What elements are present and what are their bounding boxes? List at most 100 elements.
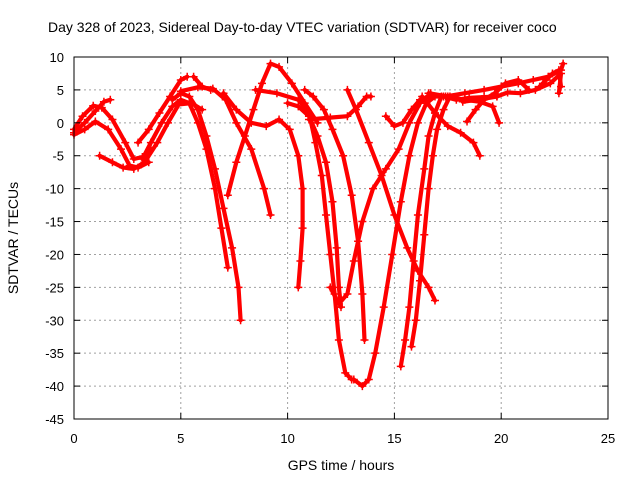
data-point [176, 76, 185, 85]
data-point [364, 375, 373, 384]
y-tick-label: -15 [45, 215, 64, 230]
y-tick-label: -30 [45, 313, 64, 328]
data-point [332, 243, 341, 252]
data-point [501, 79, 510, 88]
data-point [300, 85, 309, 94]
y-tick-label: -20 [45, 247, 64, 262]
series-arc-27 [535, 66, 566, 91]
data-point [260, 184, 269, 193]
data-point [189, 72, 198, 81]
data-point [480, 85, 489, 94]
data-point [89, 101, 98, 110]
data-point [116, 145, 125, 154]
data-point [396, 362, 405, 371]
data-point [91, 106, 100, 115]
data-point [202, 131, 211, 140]
data-point [232, 158, 241, 167]
series-line [170, 91, 243, 323]
data-point [251, 85, 260, 94]
series-arc-10 [223, 59, 322, 200]
data-point [313, 131, 322, 140]
data-point [285, 125, 294, 134]
series-arc-22 [418, 92, 484, 160]
data-point [99, 97, 108, 106]
series-line [225, 61, 320, 198]
data-point [247, 145, 256, 154]
data-point [349, 375, 358, 384]
y-tick-label: 5 [57, 83, 64, 98]
data-point [430, 108, 439, 117]
y-tick-label: 0 [57, 116, 64, 131]
chart-title: Day 328 of 2023, Sidereal Day-to-day VTE… [48, 19, 557, 35]
data-point [377, 171, 386, 180]
data-point [381, 112, 390, 121]
data-point [458, 97, 467, 106]
data-point [210, 164, 219, 173]
data-point [247, 118, 256, 127]
data-point [121, 138, 130, 147]
data-point [430, 296, 439, 305]
data-point [433, 125, 442, 134]
data-point [531, 85, 540, 94]
data-point [232, 118, 241, 127]
data-point [396, 197, 405, 206]
data-point [488, 102, 497, 111]
data-point [334, 336, 343, 345]
x-axis-ticks: 0 5 10 15 20 25 [70, 57, 615, 446]
data-point [371, 349, 380, 358]
data-point [411, 316, 420, 325]
data-point [439, 105, 448, 114]
data-point [535, 82, 544, 91]
data-point [403, 243, 412, 252]
data-point [228, 243, 237, 252]
x-tick-label: 10 [280, 431, 294, 446]
data-point [475, 151, 484, 160]
data-point [424, 184, 433, 193]
series-arc-11 [219, 89, 307, 292]
data-point [379, 303, 388, 312]
data-point [309, 92, 318, 101]
data-point [424, 131, 433, 140]
data-point [106, 95, 115, 104]
data-point [275, 62, 284, 71]
data-point [272, 89, 281, 98]
series-line [140, 97, 230, 270]
y-tick-label: -25 [45, 280, 64, 295]
data-point [495, 118, 504, 127]
x-tick-label: 5 [177, 431, 184, 446]
x-axis-title: GPS time / hours [288, 457, 395, 473]
data-point [249, 105, 258, 114]
data-point [413, 210, 422, 219]
series-arc-9 [189, 72, 215, 94]
data-point [339, 151, 348, 160]
data-point [542, 76, 551, 85]
x-tick-label: 15 [387, 431, 401, 446]
data-point [78, 112, 87, 121]
series-line [253, 87, 354, 382]
data-point [424, 89, 433, 98]
data-point [262, 122, 271, 131]
data-point [407, 105, 416, 114]
data-point [326, 113, 335, 122]
data-point [304, 115, 313, 124]
data-point [319, 105, 328, 114]
data-point [546, 79, 555, 88]
data-point [266, 210, 275, 219]
data-point [405, 151, 414, 160]
data-point [358, 382, 367, 391]
data-point [557, 82, 566, 91]
data-point [168, 95, 177, 104]
data-point [441, 92, 450, 101]
data-point [266, 59, 275, 68]
y-tick-label: -40 [45, 379, 64, 394]
data-point [328, 197, 337, 206]
data-point [219, 89, 228, 98]
series-line [97, 101, 205, 171]
data-point [240, 131, 249, 140]
data-point [283, 99, 292, 108]
x-tick-label: 20 [494, 431, 508, 446]
data-point [223, 263, 232, 272]
data-point [119, 163, 128, 172]
data-point [428, 151, 437, 160]
data-point [95, 151, 104, 160]
